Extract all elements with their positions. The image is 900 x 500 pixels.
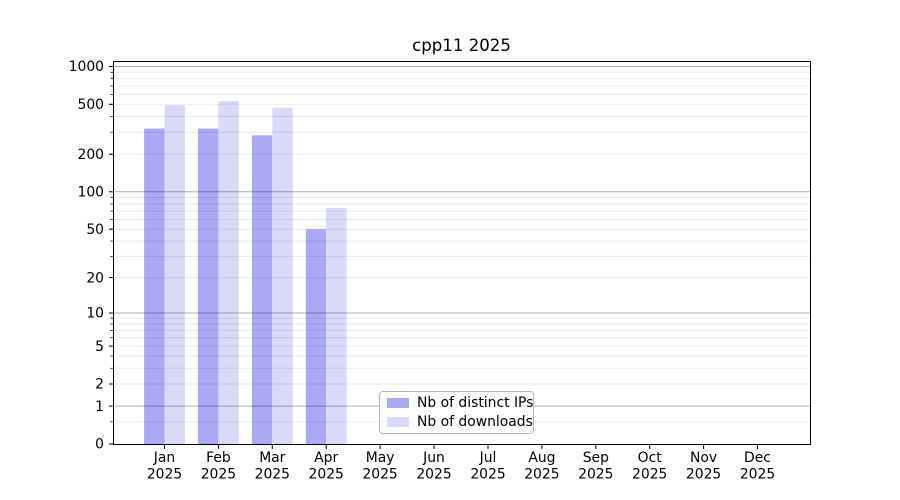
legend: Nb of distinct IPs Nb of downloads <box>379 391 534 434</box>
x-tick-label: Feb 2025 <box>201 450 236 483</box>
x-tick-label: Apr 2025 <box>309 450 344 483</box>
x-tick-label: Jul 2025 <box>470 450 505 483</box>
bar-downloads-apr <box>326 208 347 444</box>
y-tick-label: 2 <box>95 377 104 393</box>
x-tick-label: Mar 2025 <box>255 450 290 483</box>
bar-downloads-feb <box>218 101 239 444</box>
x-tick-label: Jan 2025 <box>147 450 182 483</box>
x-tick-label: Oct 2025 <box>632 450 667 483</box>
bar-distinct-ips-jan <box>144 128 165 444</box>
bar-distinct-ips-apr <box>305 229 327 444</box>
x-tick-label: Jun 2025 <box>416 450 451 483</box>
x-tick-label: Nov 2025 <box>686 450 721 483</box>
y-tick-label: 20 <box>86 270 104 286</box>
y-tick-label: 50 <box>86 222 104 238</box>
x-tick-label: Sep 2025 <box>578 450 613 483</box>
plot-border <box>113 61 811 445</box>
y-tick-label: 5 <box>95 339 104 355</box>
bar-downloads-jan <box>164 105 185 444</box>
y-tick-label: 200 <box>77 147 104 163</box>
legend-label-downloads: Nb of downloads <box>417 413 533 430</box>
x-tick-label: May 2025 <box>362 450 397 483</box>
y-tick-label: 100 <box>77 185 104 201</box>
legend-label-distinct-ips: Nb of distinct IPs <box>417 394 534 411</box>
bar-downloads-mar <box>272 107 293 445</box>
legend-item-distinct-ips: Nb of distinct IPs <box>387 395 533 411</box>
y-tick-label: 10 <box>86 306 104 322</box>
y-tick-label: 1 <box>95 399 104 415</box>
legend-swatch-downloads <box>387 417 409 427</box>
legend-item-downloads: Nb of downloads <box>387 414 533 430</box>
bar-distinct-ips-feb <box>198 128 219 444</box>
bar-distinct-ips-mar <box>251 135 273 445</box>
legend-swatch-distinct-ips <box>387 398 409 408</box>
y-tick-label: 500 <box>77 97 104 113</box>
y-tick-label: 0 <box>95 437 104 453</box>
x-tick-label: Aug 2025 <box>524 450 559 483</box>
chart-title: cpp11 2025 <box>412 36 511 55</box>
x-tick-label: Dec 2025 <box>740 450 775 483</box>
y-tick-label: 1000 <box>69 59 104 75</box>
